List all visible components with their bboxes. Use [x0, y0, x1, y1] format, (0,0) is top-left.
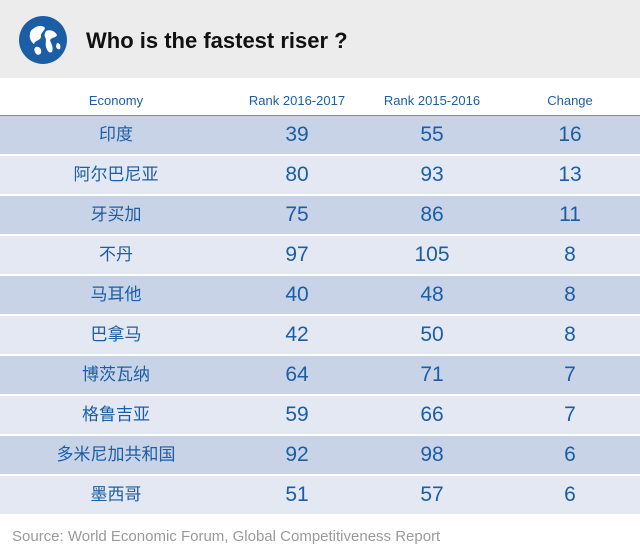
column-header-rank-2015-2016: Rank 2015-2016 [383, 93, 481, 108]
column-header-rank-2016-2017: Rank 2016-2017 [248, 93, 346, 108]
rank-2016-2017-cell: 92 [285, 443, 309, 466]
change-cell: 16 [558, 123, 582, 146]
rank-2015-2016-cell: 48 [420, 283, 444, 306]
rank-2015-2016-cell: 55 [420, 123, 444, 146]
column-header-economy: Economy [88, 93, 144, 108]
table-row: 格鲁吉亚 59 66 7 [0, 396, 640, 436]
change-cell: 7 [564, 363, 576, 386]
economy-cell: 不丹 [99, 245, 133, 265]
rank-2015-2016-cell: 71 [420, 363, 444, 386]
rank-2015-2016-cell: 98 [420, 443, 444, 466]
rank-2015-2016-cell: 66 [420, 403, 444, 426]
table-row: 墨西哥 51 57 6 [0, 476, 640, 516]
table-row: 多米尼加共和国 92 98 6 [0, 436, 640, 476]
economy-cell: 格鲁吉亚 [82, 405, 150, 425]
rank-2016-2017-cell: 51 [285, 483, 309, 506]
table-row: 巴拿马 42 50 8 [0, 316, 640, 356]
economy-cell: 巴拿马 [90, 325, 142, 345]
rank-2016-2017-cell: 39 [285, 123, 309, 146]
economy-cell: 墨西哥 [90, 485, 142, 505]
change-cell: 8 [564, 243, 576, 266]
globe-icon [19, 16, 67, 64]
table-row: 阿尔巴尼亚 80 93 13 [0, 156, 640, 196]
rank-2015-2016-cell: 93 [420, 163, 444, 186]
table-row: 印度 39 55 16 [0, 116, 640, 156]
rank-2016-2017-cell: 59 [285, 403, 309, 426]
rank-2016-2017-cell: 42 [285, 323, 309, 346]
rank-2016-2017-cell: 80 [285, 163, 309, 186]
rank-2016-2017-cell: 64 [285, 363, 309, 386]
economy-cell: 牙买加 [90, 205, 142, 225]
table-row: 牙买加 75 86 11 [0, 196, 640, 236]
change-cell: 7 [564, 403, 576, 426]
rank-2015-2016-cell: 86 [420, 203, 444, 226]
table-body: 印度 39 55 16 阿尔巴尼亚 80 93 13 牙买加 75 86 11 不丹 97 105 8 马耳他 4… [0, 116, 640, 516]
table-row: 不丹 97 105 8 [0, 236, 640, 276]
change-cell: 8 [564, 323, 576, 346]
economy-cell: 多米尼加共和国 [56, 445, 176, 465]
change-cell: 8 [564, 283, 576, 306]
change-cell: 6 [564, 443, 576, 466]
rank-2015-2016-cell: 50 [420, 323, 444, 346]
header-bar: Who is the fastest riser ? [0, 0, 640, 78]
change-cell: 6 [564, 483, 576, 506]
change-cell: 11 [559, 203, 581, 226]
rank-2016-2017-cell: 97 [285, 243, 309, 266]
page-title: Who is the fastest riser ? [86, 28, 348, 53]
table-row: 马耳他 40 48 8 [0, 276, 640, 316]
header-divider [0, 115, 640, 116]
source-note: Source: World Economic Forum, Global Com… [12, 528, 441, 545]
economy-cell: 印度 [99, 125, 133, 145]
economy-cell: 阿尔巴尼亚 [73, 165, 159, 185]
rank-2016-2017-cell: 75 [285, 203, 309, 226]
table-row: 博茨瓦纳 64 71 7 [0, 356, 640, 396]
economy-cell: 博茨瓦纳 [82, 365, 150, 385]
rank-2016-2017-cell: 40 [285, 283, 309, 306]
economy-cell: 马耳他 [90, 285, 142, 305]
rank-2015-2016-cell: 57 [420, 483, 444, 506]
change-cell: 13 [558, 163, 582, 186]
rank-2015-2016-cell: 105 [414, 243, 450, 266]
column-header-change: Change [547, 93, 593, 108]
